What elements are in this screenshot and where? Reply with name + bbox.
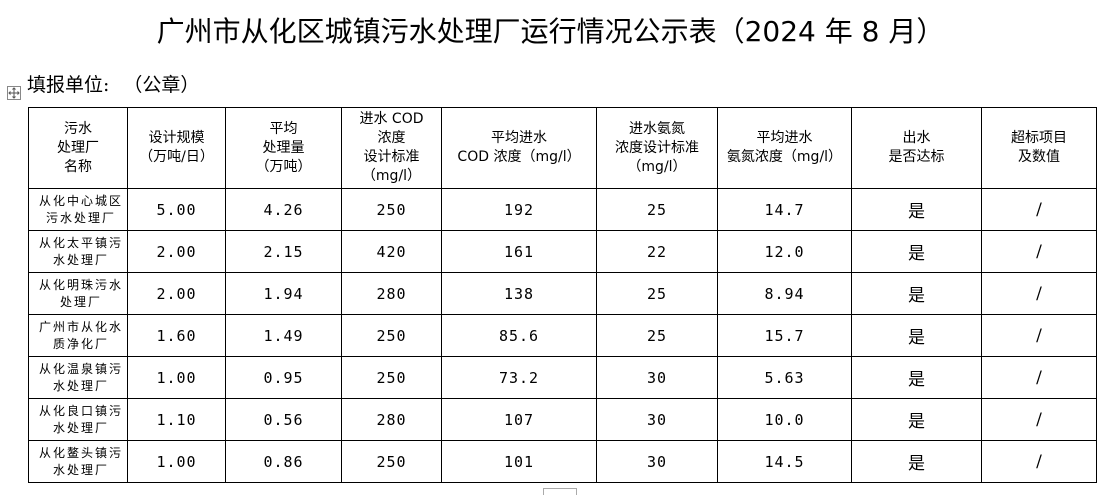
reporting-unit-line: 填报单位: （公章） bbox=[27, 72, 199, 98]
cell-compliance: 是 bbox=[851, 440, 982, 483]
cell-nh-standard: 25 bbox=[596, 188, 718, 231]
official-seal-placeholder: （公章） bbox=[123, 74, 200, 96]
cell-cod-standard: 280 bbox=[341, 272, 442, 315]
cell-avg-volume: 0.95 bbox=[225, 356, 342, 399]
cell-capacity: 1.00 bbox=[127, 440, 226, 483]
cell-capacity: 1.10 bbox=[127, 398, 226, 441]
cell-cod-standard: 250 bbox=[341, 188, 442, 231]
cell-exceed-items: / bbox=[981, 314, 1097, 357]
table-header-row: 污水 处理厂 名称 设计规模 （万吨/日） 平均 处理量 （万吨） 进水 COD… bbox=[28, 107, 1097, 189]
cell-exceed-items: / bbox=[981, 398, 1097, 441]
wastewater-plant-table: 污水 处理厂 名称 设计规模 （万吨/日） 平均 处理量 （万吨） 进水 COD… bbox=[28, 107, 1097, 483]
cell-avg-volume: 0.86 bbox=[225, 440, 342, 483]
cell-exceed-items: / bbox=[981, 356, 1097, 399]
cell-plant-name: 从化温泉镇污 水处理厂 bbox=[28, 356, 128, 399]
table-row: 从化良口镇污 水处理厂 1.10 0.56 280 107 30 10.0 是 … bbox=[28, 398, 1097, 441]
cell-avg-volume: 0.56 bbox=[225, 398, 342, 441]
cell-capacity: 2.00 bbox=[127, 272, 226, 315]
row-resize-marker[interactable] bbox=[543, 488, 577, 495]
cell-capacity: 1.00 bbox=[127, 356, 226, 399]
header-cod-average: 平均进水 COD 浓度（mg/l） bbox=[441, 107, 597, 189]
cell-avg-volume: 1.49 bbox=[225, 314, 342, 357]
header-plant-name: 污水 处理厂 名称 bbox=[28, 107, 128, 189]
header-cod-standard: 进水 COD 浓度 设计标准 （mg/l） bbox=[341, 107, 442, 189]
header-compliance: 出水 是否达标 bbox=[851, 107, 982, 189]
cell-nh-standard: 25 bbox=[596, 314, 718, 357]
cell-cod-standard: 280 bbox=[341, 398, 442, 441]
cell-exceed-items: / bbox=[981, 272, 1097, 315]
cell-cod-average: 107 bbox=[441, 398, 597, 441]
table-row: 从化太平镇污 水处理厂 2.00 2.15 420 161 22 12.0 是 … bbox=[28, 230, 1097, 273]
cell-avg-volume: 2.15 bbox=[225, 230, 342, 273]
cell-cod-average: 101 bbox=[441, 440, 597, 483]
cell-compliance: 是 bbox=[851, 272, 982, 315]
cell-nh-average: 14.5 bbox=[717, 440, 852, 483]
cell-cod-average: 85.6 bbox=[441, 314, 597, 357]
header-exceed-items: 超标项目 及数值 bbox=[981, 107, 1097, 189]
table-row: 从化明珠污水 处理厂 2.00 1.94 280 138 25 8.94 是 / bbox=[28, 272, 1097, 315]
header-nh-average: 平均进水 氨氮浓度（mg/l） bbox=[717, 107, 852, 189]
cell-nh-average: 10.0 bbox=[717, 398, 852, 441]
cell-avg-volume: 4.26 bbox=[225, 188, 342, 231]
cell-compliance: 是 bbox=[851, 230, 982, 273]
cell-compliance: 是 bbox=[851, 188, 982, 231]
cell-nh-standard: 30 bbox=[596, 398, 718, 441]
table-row: 从化鳌头镇污 水处理厂 1.00 0.86 250 101 30 14.5 是 … bbox=[28, 440, 1097, 483]
table-row: 广州市从化水 质净化厂 1.60 1.49 250 85.6 25 15.7 是… bbox=[28, 314, 1097, 357]
table-move-handle-icon[interactable] bbox=[7, 86, 21, 100]
cell-plant-name: 广州市从化水 质净化厂 bbox=[28, 314, 128, 357]
cell-cod-standard: 250 bbox=[341, 356, 442, 399]
header-nh-standard: 进水氨氮 浓度设计标准 （mg/l） bbox=[596, 107, 718, 189]
cell-exceed-items: / bbox=[981, 188, 1097, 231]
cell-cod-standard: 250 bbox=[341, 440, 442, 483]
cell-plant-name: 从化明珠污水 处理厂 bbox=[28, 272, 128, 315]
cell-nh-average: 5.63 bbox=[717, 356, 852, 399]
cell-cod-average: 161 bbox=[441, 230, 597, 273]
cell-plant-name: 从化鳌头镇污 水处理厂 bbox=[28, 440, 128, 483]
cell-plant-name: 从化太平镇污 水处理厂 bbox=[28, 230, 128, 273]
header-avg-volume: 平均 处理量 （万吨） bbox=[225, 107, 342, 189]
cell-nh-standard: 22 bbox=[596, 230, 718, 273]
cell-nh-average: 8.94 bbox=[717, 272, 852, 315]
cell-capacity: 1.60 bbox=[127, 314, 226, 357]
cell-cod-average: 192 bbox=[441, 188, 597, 231]
cell-compliance: 是 bbox=[851, 314, 982, 357]
cell-compliance: 是 bbox=[851, 356, 982, 399]
cell-capacity: 2.00 bbox=[127, 230, 226, 273]
cell-nh-standard: 25 bbox=[596, 272, 718, 315]
cell-nh-standard: 30 bbox=[596, 440, 718, 483]
cell-cod-standard: 420 bbox=[341, 230, 442, 273]
cell-exceed-items: / bbox=[981, 440, 1097, 483]
table-row: 从化中心城区 污水处理厂 5.00 4.26 250 192 25 14.7 是… bbox=[28, 188, 1097, 231]
cell-compliance: 是 bbox=[851, 398, 982, 441]
header-design-capacity: 设计规模 （万吨/日） bbox=[127, 107, 226, 189]
cell-plant-name: 从化中心城区 污水处理厂 bbox=[28, 188, 128, 231]
cell-cod-average: 73.2 bbox=[441, 356, 597, 399]
cell-nh-standard: 30 bbox=[596, 356, 718, 399]
cell-plant-name: 从化良口镇污 水处理厂 bbox=[28, 398, 128, 441]
cell-exceed-items: / bbox=[981, 230, 1097, 273]
reporting-unit-label: 填报单位: bbox=[27, 74, 110, 96]
cell-capacity: 5.00 bbox=[127, 188, 226, 231]
cell-avg-volume: 1.94 bbox=[225, 272, 342, 315]
page-title: 广州市从化区城镇污水处理厂运行情况公示表（2024 年 8 月） bbox=[156, 15, 945, 48]
cell-nh-average: 15.7 bbox=[717, 314, 852, 357]
cell-cod-average: 138 bbox=[441, 272, 597, 315]
cell-cod-standard: 250 bbox=[341, 314, 442, 357]
cell-nh-average: 12.0 bbox=[717, 230, 852, 273]
table-row: 从化温泉镇污 水处理厂 1.00 0.95 250 73.2 30 5.63 是… bbox=[28, 356, 1097, 399]
cell-nh-average: 14.7 bbox=[717, 188, 852, 231]
